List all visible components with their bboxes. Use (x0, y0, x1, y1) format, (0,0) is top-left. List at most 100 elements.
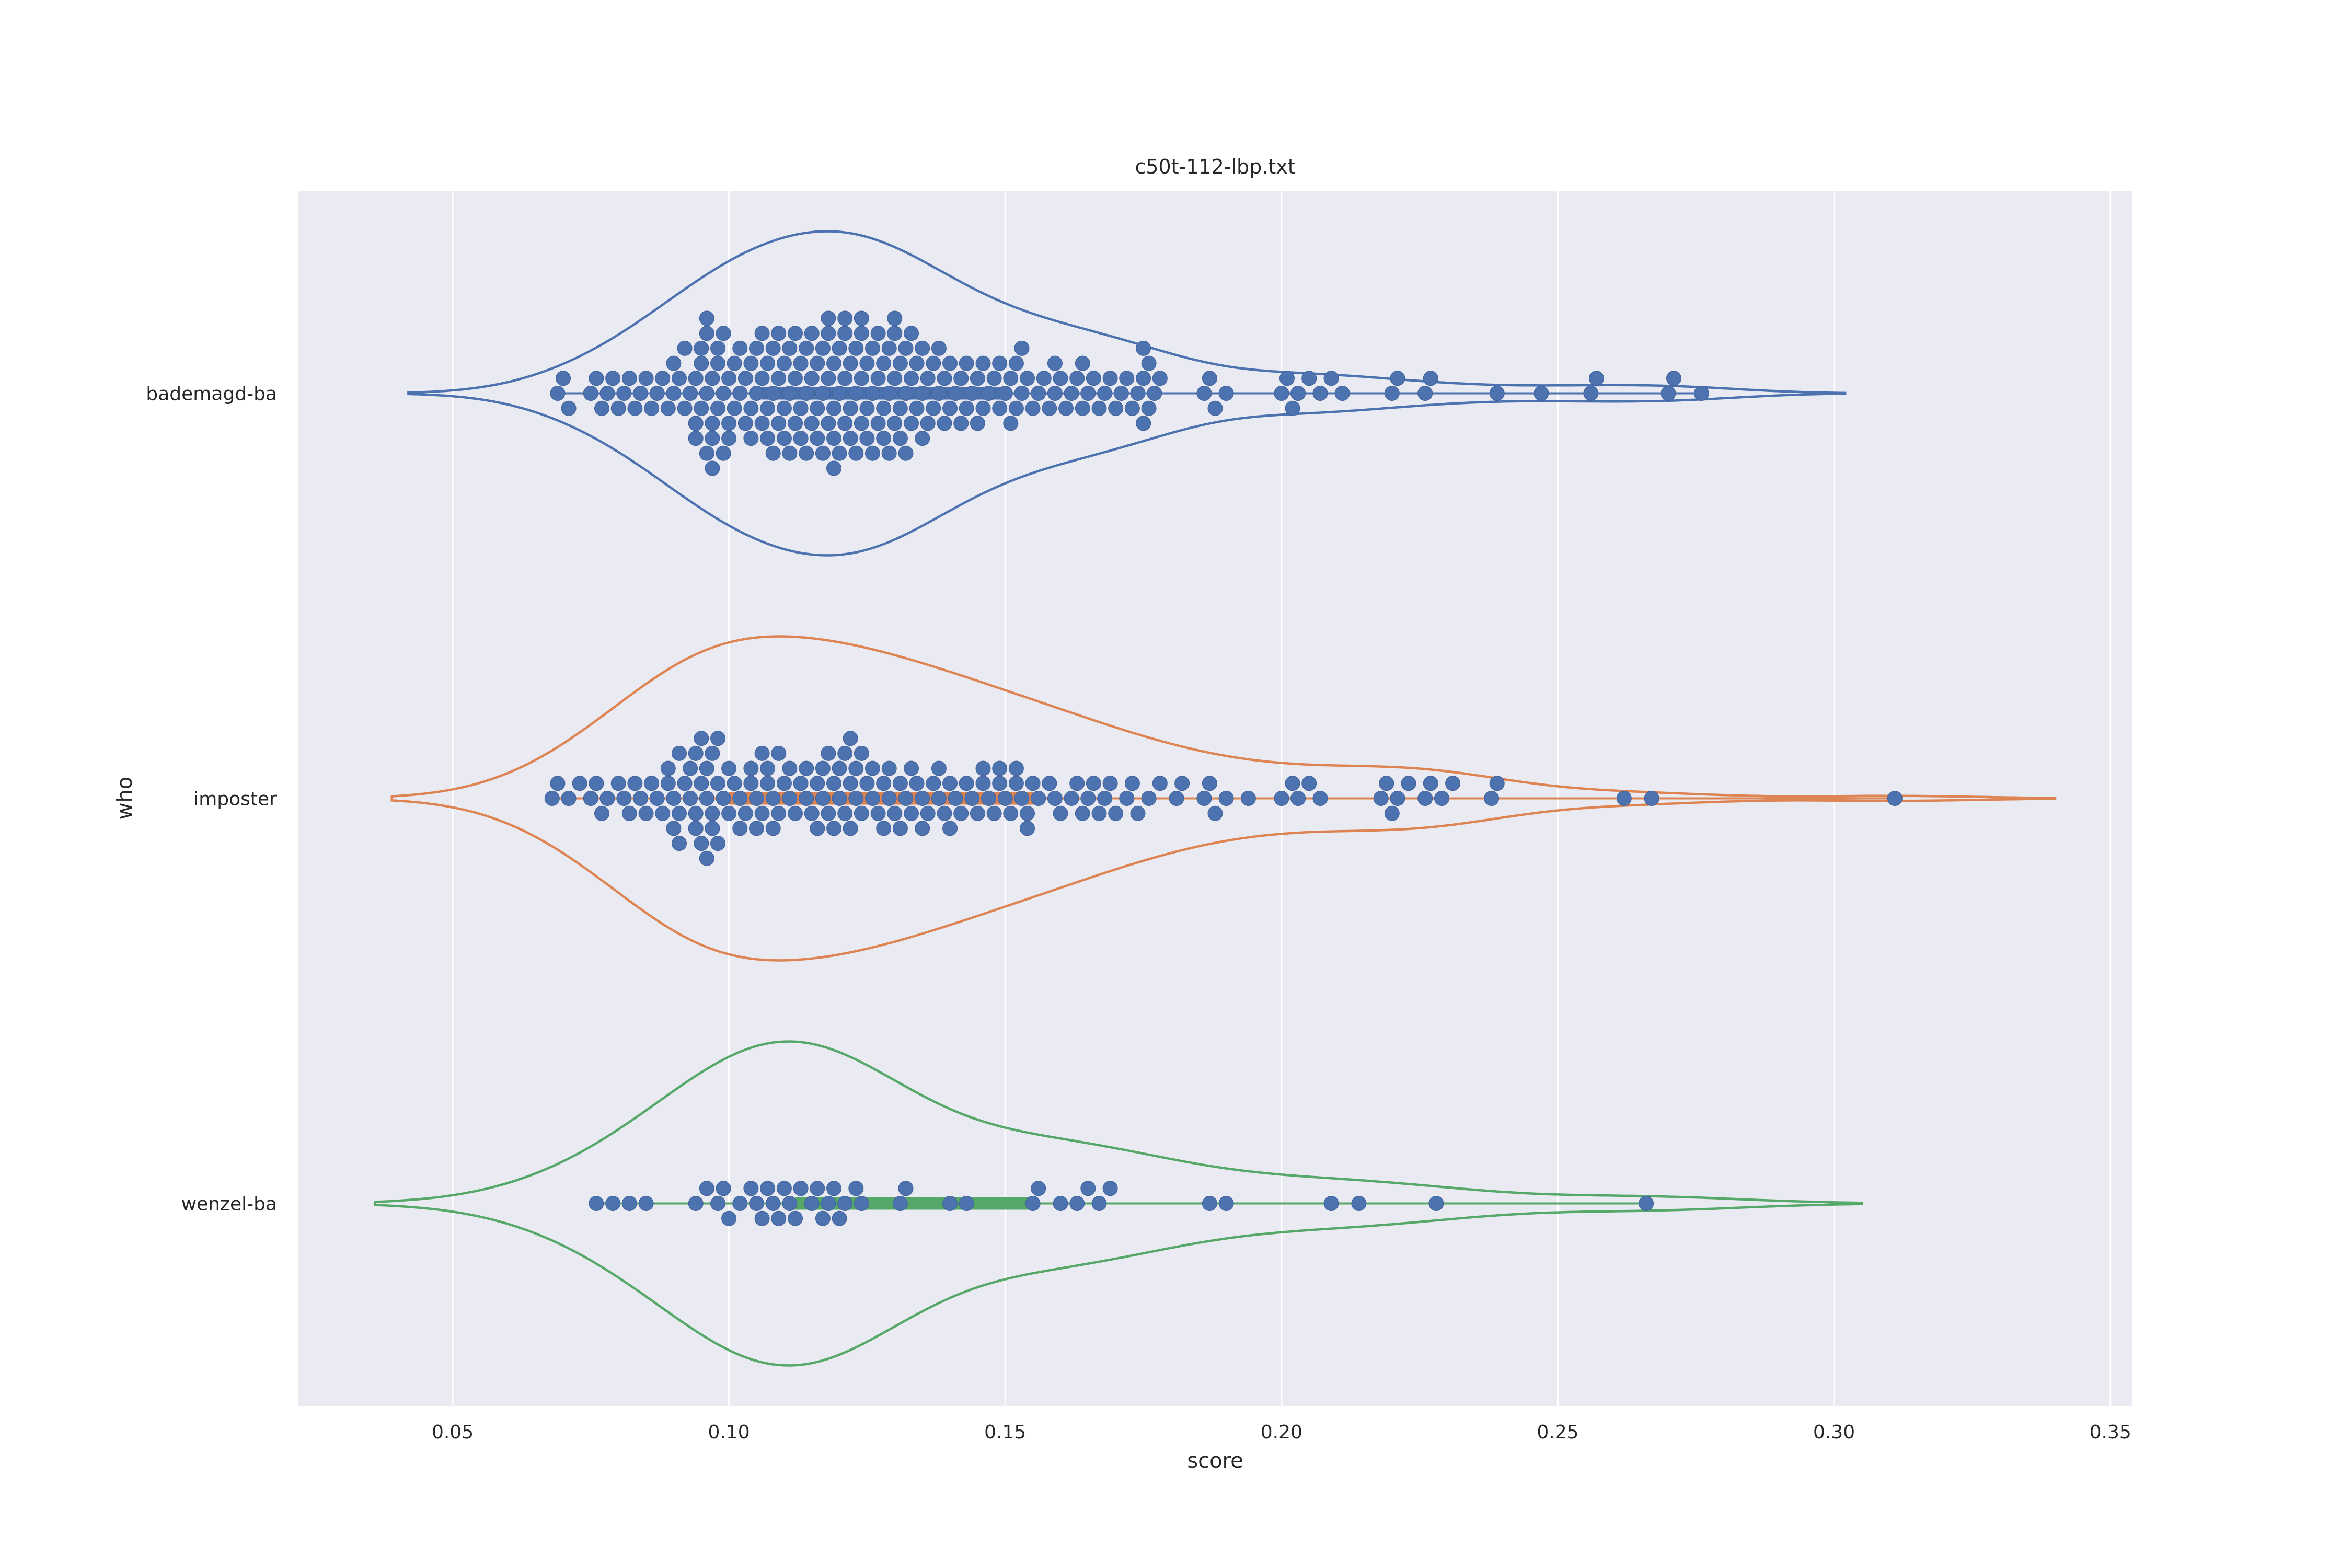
swarm-point (1323, 371, 1339, 386)
swarm-point (1075, 805, 1090, 821)
swarm-point (920, 416, 936, 431)
swarm-point (848, 760, 864, 776)
swarm-point (832, 340, 847, 356)
swarm-point (937, 805, 952, 821)
swarm-point (561, 791, 577, 806)
swarm-point (1069, 776, 1085, 791)
swarm-point (1053, 805, 1068, 821)
swarm-point (776, 431, 792, 446)
swarm-point (1218, 1196, 1234, 1211)
swarm-point (981, 791, 996, 806)
swarm-point (771, 416, 787, 431)
swarm-point (1119, 791, 1135, 806)
swarm-point (776, 400, 792, 416)
swarm-point (892, 1196, 908, 1211)
swarm-point (821, 310, 836, 326)
swarm-point (716, 386, 731, 401)
swarm-point (1379, 776, 1394, 791)
swarm-point (826, 431, 841, 446)
swarm-point (975, 355, 991, 371)
swarm-point (660, 760, 676, 776)
swarm-point (655, 371, 671, 386)
swarm-point (705, 371, 720, 386)
swarm-point (666, 355, 682, 371)
swarm-point (970, 416, 985, 431)
swarm-point (1616, 791, 1632, 806)
swarm-point (865, 386, 880, 401)
swarm-point (843, 731, 858, 746)
swarm-point (749, 791, 764, 806)
swarm-point (854, 745, 869, 761)
swarm-point (788, 371, 803, 386)
swarm-point (666, 821, 682, 836)
swarm-point (1102, 776, 1118, 791)
swarm-point (854, 326, 869, 341)
swarm-point (870, 805, 886, 821)
swarm-point (876, 355, 892, 371)
swarm-point (799, 340, 814, 356)
swarm-point (898, 791, 914, 806)
swarm-point (760, 400, 776, 416)
swarm-point (821, 371, 836, 386)
swarm-point (688, 745, 704, 761)
swarm-point (937, 416, 952, 431)
swarm-point (1091, 1196, 1107, 1211)
swarm-point (843, 400, 858, 416)
swarm-point (732, 791, 748, 806)
swarm-point (683, 386, 698, 401)
swarm-point (743, 400, 759, 416)
swarm-point (826, 355, 841, 371)
swarm-point (694, 776, 709, 791)
swarm-point (892, 821, 908, 836)
swarm-point (1014, 791, 1030, 806)
swarm-point (1025, 776, 1041, 791)
swarm-point (677, 400, 693, 416)
swarm-point (810, 1181, 825, 1196)
swarm-point (1434, 791, 1449, 806)
swarm-point (1666, 371, 1681, 386)
x-tick-label: 0.20 (1261, 1422, 1302, 1443)
swarm-point (705, 805, 720, 821)
swarm-point (705, 745, 720, 761)
swarm-point (837, 745, 853, 761)
swarm-point (799, 791, 814, 806)
swarm-point (727, 776, 742, 791)
swarm-point (975, 776, 991, 791)
swarm-point (915, 431, 930, 446)
swarm-point (898, 445, 914, 461)
swarm-point (716, 791, 731, 806)
swarm-point (1014, 386, 1030, 401)
swarm-point (1301, 371, 1317, 386)
swarm-point (765, 445, 781, 461)
swarm-point (942, 400, 958, 416)
swarm-point (1003, 416, 1019, 431)
swarm-point (887, 805, 903, 821)
swarm-point (859, 431, 875, 446)
swarm-point (1240, 791, 1256, 806)
swarm-point (804, 1196, 820, 1211)
swarm-point (1097, 791, 1113, 806)
swarm-point (810, 821, 825, 836)
swarm-point (926, 355, 941, 371)
swarm-point (821, 805, 836, 821)
swarm-point (1274, 386, 1289, 401)
swarm-point (710, 1196, 725, 1211)
swarm-point (848, 791, 864, 806)
x-tick-label: 0.15 (984, 1422, 1026, 1443)
swarm-point (1124, 776, 1140, 791)
swarm-point (810, 431, 825, 446)
swarm-point (898, 1181, 914, 1196)
swarm-point (1583, 386, 1599, 401)
swarm-point (892, 776, 908, 791)
swarm-point (589, 1196, 604, 1211)
swarm-point (1097, 386, 1113, 401)
swarm-point (677, 340, 693, 356)
swarm-point (837, 310, 853, 326)
swarm-point (959, 776, 974, 791)
x-tick-label: 0.30 (1813, 1422, 1855, 1443)
swarm-point (859, 776, 875, 791)
swarm-point (1080, 791, 1096, 806)
swarm-point (1693, 386, 1709, 401)
swarm-point (1042, 776, 1057, 791)
swarm-point (881, 760, 897, 776)
